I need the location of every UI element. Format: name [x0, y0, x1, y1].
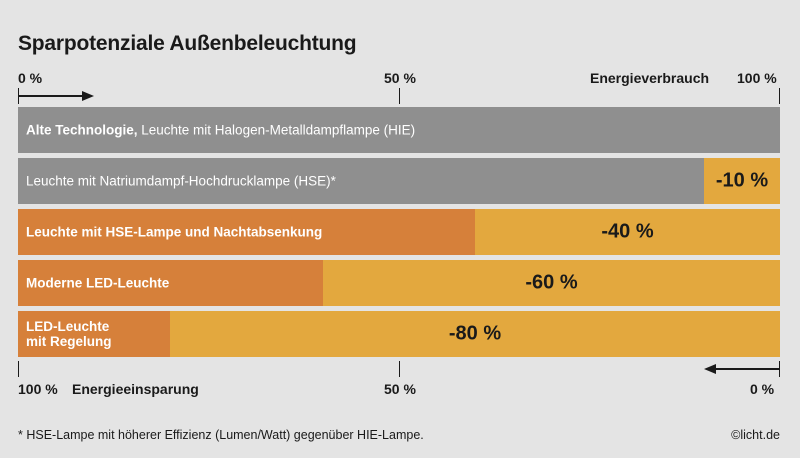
bottom-axis-end-label: 0 % [750, 381, 775, 397]
top-axis-tick-end [779, 88, 780, 104]
consumption-bar [18, 260, 323, 306]
bottom-axis-mid-label: 50 % [384, 381, 416, 397]
saving-value-label: -60 % [525, 271, 578, 294]
saving-bar [170, 311, 780, 357]
bottom-axis-tick-mid [399, 361, 400, 377]
saving-value-label: -10 % [715, 169, 769, 192]
arrow-left-icon [704, 364, 779, 374]
bar-label: Moderne LED-Leuchte [26, 275, 170, 291]
copyright-notice: ©licht.de [731, 428, 780, 442]
consumption-bar [18, 158, 704, 204]
saving-bar [323, 260, 780, 306]
chart-title: Sparpotenziale Außenbeleuchtung [18, 32, 357, 55]
bottom-axis-tick-start [18, 361, 19, 377]
saving-value-label: -40 % [601, 220, 654, 243]
bar-row: Alte Technologie, Leuchte mit Halogen-Me… [18, 107, 780, 153]
consumption-bar [18, 209, 475, 255]
top-axis-mid-label: 50 % [384, 70, 416, 86]
footnote: * HSE-Lampe mit höherer Effizienz (Lumen… [18, 428, 424, 442]
bar-label: Leuchte mit HSE-Lampe und Nachtabsenkung [26, 224, 323, 240]
bar-label: Alte Technologie, Leuchte mit Halogen-Me… [26, 122, 416, 138]
bar-row: Leuchte mit Natriumdampf-Hochdrucklampe … [18, 158, 780, 204]
saving-value-label: -80 % [448, 322, 502, 345]
top-axis-tick-start [18, 88, 19, 104]
bottom-axis-title: Energieeinsparung [72, 381, 199, 397]
bar-row: Moderne LED-Leuchte -60 % [18, 260, 780, 306]
bottom-axis-tick-end [779, 361, 780, 377]
consumption-bar [18, 311, 170, 357]
top-axis-end-label: 100 % [737, 70, 777, 86]
saving-bar [704, 158, 780, 204]
bottom-axis-start-label: 100 % [18, 381, 58, 397]
bar-row: Leuchte mit HSE-Lampe und Nachtabsenkung… [18, 209, 780, 255]
top-axis-tick-mid [399, 88, 400, 104]
bar-label: Leuchte mit Natriumdampf-Hochdrucklampe … [26, 173, 336, 189]
consumption-bar [18, 107, 780, 153]
top-axis-start-label: 0 % [18, 70, 43, 86]
bar-label: LED-Leuchte mit Regelung [26, 319, 112, 349]
saving-bar [475, 209, 780, 255]
arrow-right-icon [19, 91, 94, 101]
top-axis-title: Energieverbrauch [590, 70, 710, 86]
bar-row: LED-Leuchte mit Regelung -80 % [18, 311, 780, 357]
